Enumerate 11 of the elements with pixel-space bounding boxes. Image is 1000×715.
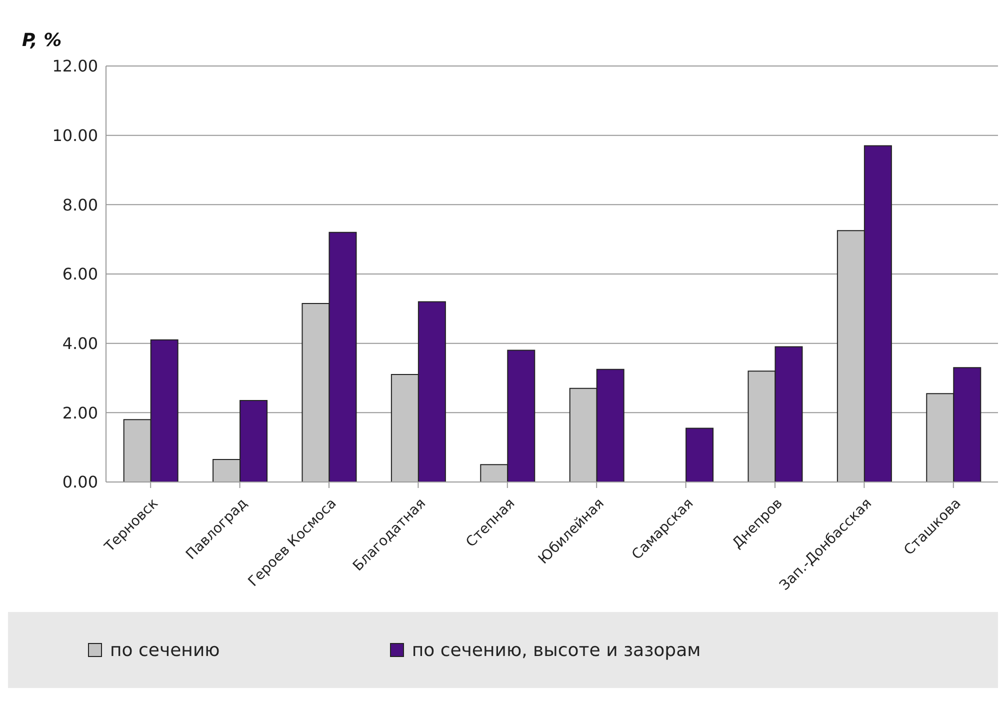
y-tick-label: 6.00 — [62, 264, 98, 284]
y-tick-label: 10.00 — [52, 126, 98, 146]
legend-label: по сечению — [110, 640, 220, 660]
y-tick-label: 12.00 — [52, 56, 98, 76]
y-tick-label: 8.00 — [62, 195, 98, 214]
legend-label: по сечению, высоте и зазорам — [412, 640, 701, 660]
y-tick-label: 2.00 — [62, 403, 98, 422]
y-tick-label: 0.00 — [62, 472, 98, 492]
y-tick-label: 4.00 — [62, 334, 98, 354]
bar — [686, 428, 714, 482]
y-axis-title: P, % — [22, 30, 62, 51]
